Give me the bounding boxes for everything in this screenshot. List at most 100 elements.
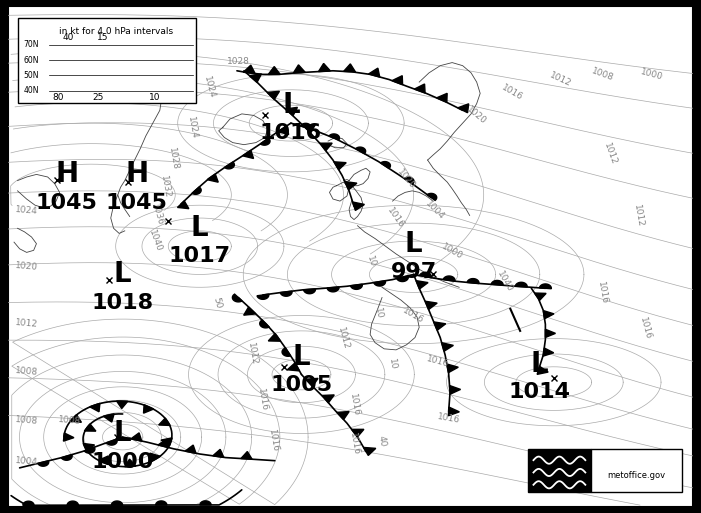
Polygon shape bbox=[350, 284, 362, 289]
Polygon shape bbox=[318, 64, 330, 72]
Text: 1012: 1012 bbox=[246, 342, 259, 366]
Polygon shape bbox=[63, 433, 74, 441]
Polygon shape bbox=[111, 501, 123, 505]
Polygon shape bbox=[369, 68, 380, 77]
Polygon shape bbox=[467, 279, 479, 284]
Polygon shape bbox=[278, 126, 289, 134]
Text: 1016: 1016 bbox=[348, 431, 360, 456]
Polygon shape bbox=[280, 291, 292, 296]
Polygon shape bbox=[156, 501, 167, 505]
Polygon shape bbox=[260, 320, 269, 328]
Text: 1016: 1016 bbox=[348, 393, 360, 418]
Text: in kt for 4.0 hPa intervals: in kt for 4.0 hPa intervals bbox=[59, 27, 173, 36]
Text: 40: 40 bbox=[62, 33, 74, 42]
Text: 1000: 1000 bbox=[639, 67, 665, 82]
Text: 1008: 1008 bbox=[58, 415, 82, 426]
Polygon shape bbox=[104, 414, 114, 422]
Polygon shape bbox=[426, 301, 437, 309]
Polygon shape bbox=[84, 424, 96, 431]
Polygon shape bbox=[352, 429, 364, 437]
Text: 10: 10 bbox=[149, 93, 160, 102]
Text: 1016: 1016 bbox=[386, 206, 407, 230]
Polygon shape bbox=[306, 379, 318, 386]
Polygon shape bbox=[491, 281, 503, 285]
Polygon shape bbox=[437, 93, 447, 102]
Polygon shape bbox=[67, 501, 79, 505]
Polygon shape bbox=[337, 411, 349, 420]
Text: 10: 10 bbox=[365, 254, 378, 269]
Bar bbox=[591, 449, 682, 492]
Polygon shape bbox=[304, 289, 315, 294]
Polygon shape bbox=[545, 329, 555, 338]
Text: 1028: 1028 bbox=[227, 57, 250, 66]
Polygon shape bbox=[287, 363, 299, 371]
Polygon shape bbox=[543, 310, 554, 319]
Text: 1036: 1036 bbox=[151, 202, 165, 227]
Text: 1008: 1008 bbox=[590, 66, 615, 83]
Text: 1016: 1016 bbox=[267, 429, 280, 453]
Polygon shape bbox=[107, 439, 117, 445]
Text: 15: 15 bbox=[97, 33, 109, 42]
Polygon shape bbox=[116, 401, 128, 408]
Text: 1028: 1028 bbox=[168, 147, 180, 171]
Polygon shape bbox=[355, 147, 366, 154]
Text: 1012: 1012 bbox=[15, 318, 39, 329]
Polygon shape bbox=[192, 187, 201, 194]
Polygon shape bbox=[285, 107, 297, 116]
Polygon shape bbox=[537, 366, 548, 374]
Polygon shape bbox=[131, 433, 142, 441]
Polygon shape bbox=[144, 405, 154, 413]
Bar bbox=[18, 18, 196, 103]
Polygon shape bbox=[420, 272, 431, 278]
Polygon shape bbox=[260, 138, 270, 145]
Polygon shape bbox=[458, 104, 469, 113]
Polygon shape bbox=[213, 449, 224, 457]
Polygon shape bbox=[449, 385, 461, 394]
Polygon shape bbox=[443, 276, 455, 281]
Text: 1016: 1016 bbox=[500, 83, 524, 102]
Polygon shape bbox=[70, 415, 81, 422]
Polygon shape bbox=[185, 445, 196, 453]
Polygon shape bbox=[241, 451, 252, 459]
Polygon shape bbox=[200, 501, 211, 505]
Text: 1024: 1024 bbox=[15, 205, 39, 216]
Text: 10: 10 bbox=[373, 306, 384, 320]
Text: 10: 10 bbox=[387, 358, 398, 371]
Text: 1040: 1040 bbox=[147, 229, 164, 253]
Text: 50: 50 bbox=[212, 296, 223, 309]
Text: 1000: 1000 bbox=[92, 452, 154, 471]
Polygon shape bbox=[343, 64, 355, 72]
Text: 1016: 1016 bbox=[257, 388, 269, 412]
Text: 1012: 1012 bbox=[336, 326, 350, 351]
Polygon shape bbox=[90, 403, 100, 412]
Polygon shape bbox=[282, 348, 291, 357]
Polygon shape bbox=[84, 447, 95, 453]
Text: 60N: 60N bbox=[23, 55, 39, 65]
Polygon shape bbox=[515, 282, 527, 287]
Polygon shape bbox=[125, 459, 136, 467]
Text: L: L bbox=[282, 91, 300, 119]
Polygon shape bbox=[334, 162, 346, 170]
Polygon shape bbox=[381, 162, 390, 168]
Polygon shape bbox=[268, 67, 280, 74]
Polygon shape bbox=[449, 407, 459, 416]
Polygon shape bbox=[150, 453, 161, 461]
Polygon shape bbox=[243, 150, 254, 159]
Text: L: L bbox=[114, 420, 132, 447]
Text: 1040: 1040 bbox=[495, 270, 515, 294]
Text: 1000: 1000 bbox=[440, 242, 464, 261]
Polygon shape bbox=[416, 281, 428, 289]
Polygon shape bbox=[161, 438, 172, 446]
Text: 1016: 1016 bbox=[402, 306, 426, 325]
Polygon shape bbox=[177, 201, 189, 209]
Polygon shape bbox=[434, 322, 446, 330]
Text: L: L bbox=[531, 350, 549, 378]
Text: 25: 25 bbox=[93, 93, 104, 102]
Polygon shape bbox=[353, 202, 365, 210]
Text: 1016: 1016 bbox=[426, 354, 451, 369]
Text: 1016: 1016 bbox=[437, 411, 461, 425]
Polygon shape bbox=[404, 177, 414, 184]
Text: L: L bbox=[191, 214, 209, 242]
Polygon shape bbox=[543, 348, 554, 356]
Polygon shape bbox=[207, 174, 218, 182]
